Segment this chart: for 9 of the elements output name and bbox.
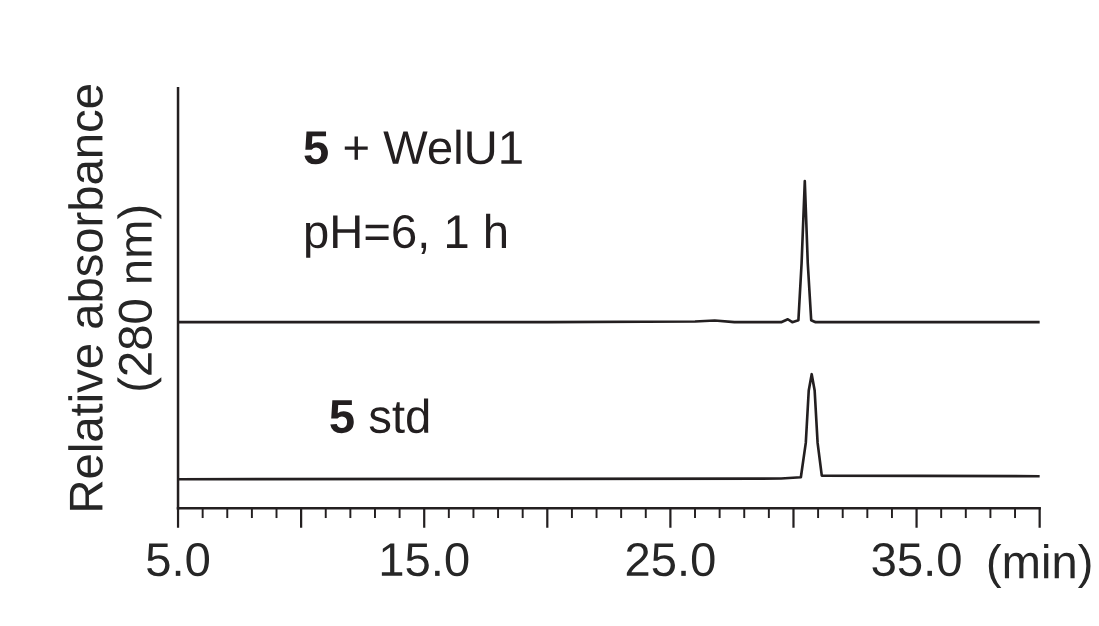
y-axis-title: Relative absorbance (280 nm) xyxy=(68,85,162,510)
text: 5 + WelU1 xyxy=(304,129,522,165)
annotation: pH=6, 1 h xyxy=(306,213,506,258)
x-tick-label: 15.0 xyxy=(381,542,469,577)
x-tick-label: 5.0 xyxy=(147,542,210,577)
x-axis-title: (min) xyxy=(988,544,1091,589)
x-tick-label: 25.0 xyxy=(626,542,715,577)
annotation: 5 std xyxy=(330,398,429,434)
x-tick-label: 35.0 xyxy=(872,542,961,577)
